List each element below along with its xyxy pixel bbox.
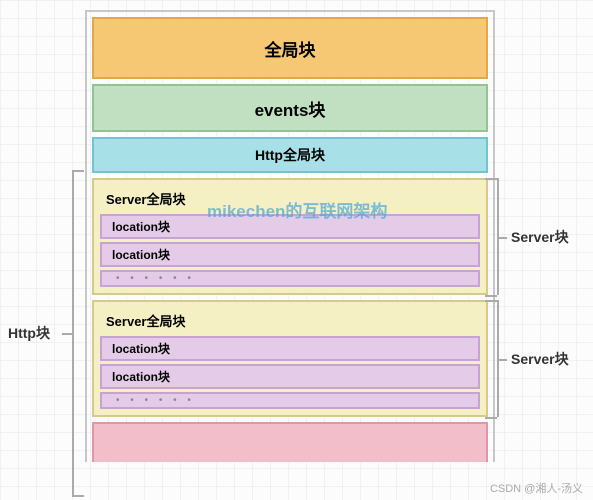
ellipsis-row: • • • • • • xyxy=(100,392,480,409)
config-structure-column: 全局块 events块 Http全局块 mikechen的互联网架构 Serve… xyxy=(85,10,495,462)
bracket-line xyxy=(72,495,84,497)
events-block: events块 xyxy=(92,84,488,132)
footer-attribution: CSDN @湘人-汤义 xyxy=(490,480,583,496)
server-block-label: Server块 xyxy=(511,227,569,247)
watermark-text: mikechen的互联网架构 xyxy=(207,197,387,222)
ellipsis-row: • • • • • • xyxy=(100,270,480,287)
location-label: location块 xyxy=(112,248,170,262)
http-global-label: Http全局块 xyxy=(255,145,325,165)
http-block-label: Http块 xyxy=(8,323,50,343)
server-block-label: Server块 xyxy=(511,349,569,369)
bracket-line xyxy=(485,300,497,302)
bracket-line xyxy=(485,295,497,297)
global-block-label: 全局块 xyxy=(265,36,316,61)
more-blocks-fade xyxy=(92,422,488,462)
global-block: 全局块 xyxy=(92,17,488,79)
server-global-2: Server全局块 xyxy=(100,308,480,333)
location-label: location块 xyxy=(112,220,170,234)
bracket-line xyxy=(62,333,72,335)
location-label: location块 xyxy=(112,342,170,356)
bracket-line xyxy=(485,417,497,419)
server-global-label: Server全局块 xyxy=(106,192,185,207)
location-block: location块 xyxy=(100,364,480,389)
bracket-line xyxy=(72,170,74,495)
bracket-line xyxy=(497,237,507,239)
bracket-line xyxy=(485,178,497,180)
http-global-block: Http全局块 xyxy=(92,137,488,173)
location-label: location块 xyxy=(112,370,170,384)
server-global-label: Server全局块 xyxy=(106,314,185,329)
server-block-1: Server全局块 location块 location块 • • • • • … xyxy=(92,178,488,295)
location-block: location块 xyxy=(100,242,480,267)
events-block-label: events块 xyxy=(255,96,326,121)
server-block-2: Server全局块 location块 location块 • • • • • … xyxy=(92,300,488,417)
location-block: location块 xyxy=(100,336,480,361)
bracket-line xyxy=(497,359,507,361)
